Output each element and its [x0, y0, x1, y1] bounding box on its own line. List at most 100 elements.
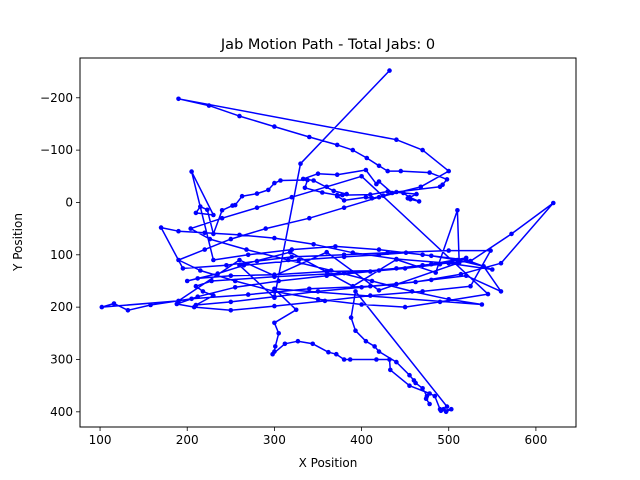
data-point [273, 344, 278, 349]
data-point [266, 187, 271, 193]
chart-title: Jab Motion Path - Total Jabs: 0 [220, 37, 435, 53]
data-point [481, 264, 486, 269]
data-point [293, 307, 299, 313]
data-point [341, 252, 347, 258]
data-point [394, 189, 399, 195]
data-point [99, 304, 105, 310]
data-point [334, 193, 340, 199]
plot-area [99, 68, 556, 415]
data-point [353, 289, 358, 294]
data-point [509, 231, 514, 237]
data-point [369, 196, 375, 201]
data-point [444, 177, 450, 182]
data-point [389, 190, 395, 196]
data-point [272, 124, 277, 129]
data-point [394, 137, 399, 142]
data-point [401, 190, 406, 196]
data-point [272, 294, 277, 300]
data-point [551, 200, 556, 206]
y-tick-label: 300 [50, 352, 73, 366]
data-point [289, 247, 295, 252]
data-point [429, 261, 434, 267]
axes-frame [79, 57, 577, 428]
data-point [446, 297, 452, 302]
data-point [272, 235, 277, 241]
data-point [298, 161, 303, 166]
data-point [206, 103, 212, 108]
data-point [276, 278, 282, 284]
data-point [241, 263, 247, 268]
data-point [341, 198, 347, 203]
data-point [498, 289, 504, 294]
data-point [125, 308, 131, 313]
data-point [278, 178, 283, 183]
data-point [402, 304, 408, 310]
y-tick-label: −100 [40, 143, 73, 157]
data-point [311, 178, 316, 183]
data-point [272, 180, 277, 186]
data-point [272, 286, 277, 292]
data-point [254, 258, 260, 264]
data-point [416, 199, 422, 204]
data-point [272, 274, 277, 280]
data-point [324, 184, 330, 190]
data-point [331, 188, 337, 194]
data-point [211, 212, 216, 218]
data-point [359, 302, 364, 307]
data-point [485, 291, 491, 297]
data-point [310, 341, 316, 347]
data-point [174, 301, 180, 307]
data-point [228, 273, 234, 279]
data-point [385, 189, 391, 194]
data-point [429, 253, 434, 259]
data-point [282, 341, 288, 347]
data-point [341, 357, 347, 362]
data-point [324, 269, 330, 274]
data-point [363, 194, 369, 200]
data-point [315, 171, 321, 176]
data-point [334, 351, 339, 357]
x-tick-label: 100 [89, 433, 112, 447]
data-point [296, 257, 302, 263]
data-point [307, 286, 312, 292]
data-point [414, 191, 419, 197]
data-point [440, 182, 445, 187]
data-point [328, 268, 334, 273]
data-point [237, 257, 242, 263]
data-point [376, 163, 382, 169]
data-point [286, 257, 291, 263]
data-point [420, 252, 425, 258]
data-point [176, 96, 181, 102]
data-point [368, 283, 373, 289]
data-point [385, 250, 391, 255]
data-point [111, 301, 117, 306]
data-point [348, 315, 354, 320]
data-point [394, 281, 399, 287]
data-point [193, 283, 199, 289]
data-point [180, 266, 186, 271]
data-point [394, 359, 399, 365]
data-point [195, 294, 200, 300]
data-point [427, 401, 432, 407]
data-point [209, 278, 214, 284]
data-point [409, 289, 415, 294]
data-point [333, 244, 338, 249]
data-point [449, 406, 454, 412]
data-point [237, 232, 242, 238]
series-line [101, 70, 555, 413]
x-tick-label: 400 [350, 433, 373, 447]
data-point [176, 257, 181, 263]
data-point [188, 226, 193, 231]
data-point [232, 202, 238, 208]
y-axis: −200 −100 0 100 200 300 400 [40, 91, 80, 419]
data-point [488, 248, 493, 253]
data-point [418, 184, 424, 190]
data-point [219, 208, 225, 213]
data-point [402, 266, 408, 271]
data-point [444, 404, 450, 409]
data-point [376, 252, 382, 258]
data-point [295, 338, 301, 344]
data-point [437, 261, 443, 267]
data-point [191, 304, 197, 310]
